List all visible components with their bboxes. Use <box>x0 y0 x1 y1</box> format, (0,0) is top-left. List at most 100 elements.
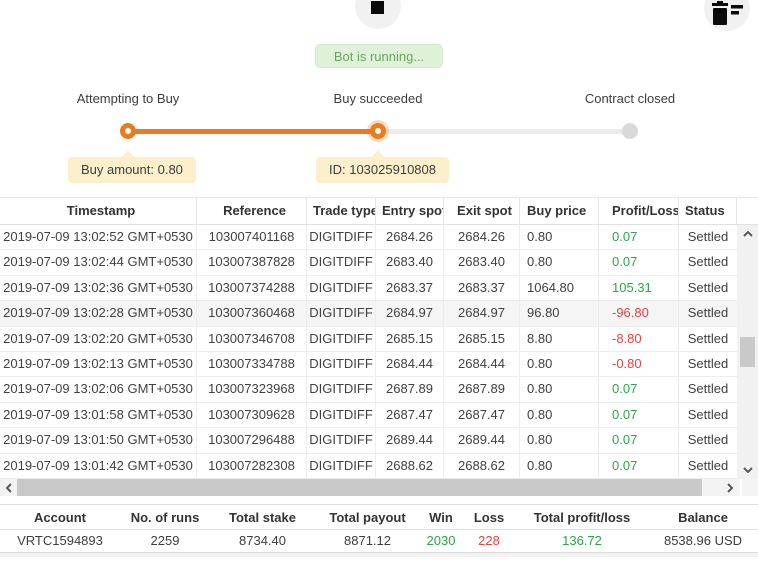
status-cell: Settled <box>687 305 729 321</box>
scroll-down-icon[interactable] <box>737 463 758 477</box>
stepper-track-done <box>128 129 378 134</box>
trash-icon[interactable] <box>707 1 753 29</box>
vertical-scrollbar-thumb[interactable] <box>740 337 755 367</box>
scroll-left-icon[interactable] <box>0 479 17 496</box>
exit-spot-cell: 2685.15 <box>444 326 520 351</box>
timestamp-cell: 2019-07-09 13:02:44 GMT+0530 <box>0 250 197 275</box>
status-cell: Settled <box>687 432 729 448</box>
status-cell: Settled <box>687 330 729 346</box>
timestamp-cell: 2019-07-09 13:01:50 GMT+0530 <box>0 428 197 453</box>
stop-icon[interactable] <box>371 1 384 14</box>
table-row: 2019-07-09 13:02:20 GMT+0530 103007346708… <box>0 326 737 352</box>
entry-spot-cell: 2683.40 <box>376 250 444 275</box>
tooltip-arrow-icon <box>371 150 385 158</box>
scroll-right-icon[interactable] <box>721 479 738 496</box>
summary-header-total-payout: Total payout <box>329 510 406 525</box>
reference-cell: 103007401168 <box>197 225 307 250</box>
trade-type-cell: DIGITDIFF <box>307 250 376 275</box>
table-row: 2019-07-09 13:02:28 GMT+0530 103007360468… <box>0 301 737 327</box>
profit-loss-cell: 0.07 <box>599 402 679 428</box>
profit-loss-cell: 0.07 <box>599 250 679 275</box>
reference-cell: 103007387828 <box>197 250 307 275</box>
trade-type-cell: DIGITDIFF <box>307 377 376 402</box>
account-value: VRTC1594893 <box>17 533 103 548</box>
entry-spot-cell: 2685.15 <box>376 326 444 351</box>
trade-type-cell: DIGITDIFF <box>307 301 376 326</box>
reference-cell: 103007323968 <box>197 377 307 402</box>
horizontal-scrollbar-thumb[interactable] <box>17 479 702 496</box>
vertical-scrollbar[interactable] <box>737 225 758 479</box>
header-reference: Reference <box>197 198 307 224</box>
header-status: Status <box>679 198 737 224</box>
win-value: 2030 <box>426 533 456 548</box>
step-label-contract-closed: Contract closed <box>584 91 676 106</box>
trades-body: 2019-07-09 13:02:52 GMT+0530 103007401168… <box>0 225 737 479</box>
reference-cell: 103007346708 <box>197 326 307 351</box>
buy-price-cell: 0.80 <box>520 402 599 428</box>
trades-header-row: Timestamp Reference Trade type Entry spo… <box>0 197 758 225</box>
exit-spot-cell: 2684.97 <box>444 301 520 326</box>
entry-spot-cell: 2689.44 <box>376 428 444 453</box>
total-payout-value: 8871.12 <box>344 533 391 548</box>
entry-spot-cell: 2684.26 <box>376 225 444 250</box>
buy-price-cell: 8.80 <box>520 326 599 351</box>
status-cell: Settled <box>687 406 729 422</box>
buy-amount-tooltip-text: Buy amount: 0.80 <box>81 162 183 177</box>
header-profit-loss: Profit/Loss <box>599 198 679 224</box>
profit-loss-cell: 0.07 <box>599 377 679 402</box>
entry-spot-cell: 2684.44 <box>376 351 444 377</box>
step-dot-buy-succeeded <box>370 123 386 139</box>
scrollbar-corner <box>742 479 758 496</box>
trade-type-cell: DIGITDIFF <box>307 351 376 377</box>
table-row: 2019-07-09 13:01:42 GMT+0530 103007282308… <box>0 453 737 479</box>
status-cell: Settled <box>687 381 729 397</box>
exit-spot-cell: 2683.40 <box>444 250 520 275</box>
profit-loss-cell: -96.80 <box>599 301 679 326</box>
profit-loss-cell: 0.07 <box>599 225 679 250</box>
entry-spot-cell: 2687.89 <box>376 377 444 402</box>
scroll-up-icon[interactable] <box>737 227 758 241</box>
header-exit-spot: Exit spot <box>444 198 520 224</box>
header-trade-type: Trade type <box>307 198 376 224</box>
reference-cell: 103007374288 <box>197 275 307 301</box>
profit-loss-cell: 105.31 <box>599 275 679 301</box>
step-dot-contract-closed <box>622 123 638 139</box>
header-entry-spot: Entry spot <box>376 198 444 224</box>
buy-price-cell: 0.80 <box>520 250 599 275</box>
step-label-buy-succeeded: Buy succeeded <box>333 91 423 106</box>
loss-value: 228 <box>478 533 500 548</box>
timestamp-cell: 2019-07-09 13:02:52 GMT+0530 <box>0 225 197 250</box>
timestamp-cell: 2019-07-09 13:02:36 GMT+0530 <box>0 275 197 301</box>
buy-price-cell: 0.80 <box>520 351 599 377</box>
status-cell: Settled <box>687 229 729 244</box>
buy-amount-tooltip: Buy amount: 0.80 <box>68 150 196 183</box>
stepper-track-pending <box>378 129 630 134</box>
balance-value: 8538.96 USD <box>663 533 743 548</box>
table-row: 2019-07-09 13:01:50 GMT+0530 103007296488… <box>0 428 737 454</box>
exit-spot-cell: 2688.62 <box>444 453 520 478</box>
table-row: 2019-07-09 13:02:06 GMT+0530 103007323968… <box>0 377 737 403</box>
status-cell: Settled <box>687 279 729 295</box>
reference-cell: 103007296488 <box>197 428 307 453</box>
buy-price-cell: 0.80 <box>520 377 599 402</box>
summary-header-row: Account No. of runs Total stake Total pa… <box>0 504 758 530</box>
summary-header-win: Win <box>429 510 453 525</box>
buy-price-cell: 96.80 <box>520 301 599 326</box>
status-badge: Bot is running... <box>314 44 444 68</box>
tooltip-arrow-icon <box>121 150 135 158</box>
buy-price-cell: 0.80 <box>520 453 599 478</box>
timestamp-cell: 2019-07-09 13:02:28 GMT+0530 <box>0 301 197 326</box>
trade-type-cell: DIGITDIFF <box>307 275 376 301</box>
exit-spot-cell: 2684.44 <box>444 351 520 377</box>
exit-spot-cell: 2687.47 <box>444 402 520 428</box>
status-cell: Settled <box>687 254 729 270</box>
buy-price-cell: 0.80 <box>520 225 599 250</box>
total-stake-value: 8734.40 <box>239 533 286 548</box>
table-row: 2019-07-09 13:02:13 GMT+0530 103007334788… <box>0 351 737 378</box>
exit-spot-cell: 2684.26 <box>444 225 520 250</box>
reference-cell: 103007360468 <box>197 301 307 326</box>
exit-spot-cell: 2689.44 <box>444 428 520 453</box>
horizontal-scrollbar[interactable] <box>0 479 740 496</box>
status-cell: Settled <box>687 355 729 371</box>
